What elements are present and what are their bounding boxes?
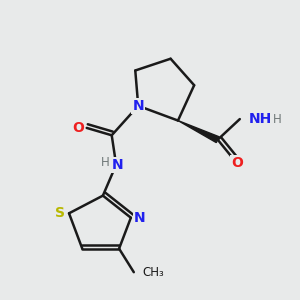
- Text: O: O: [73, 121, 84, 135]
- Text: H: H: [100, 156, 109, 169]
- Text: H: H: [273, 112, 281, 126]
- Text: CH₃: CH₃: [142, 266, 164, 279]
- Text: NH₂: NH₂: [249, 112, 278, 126]
- Text: N: N: [132, 99, 144, 113]
- Text: S: S: [55, 206, 65, 220]
- Text: N: N: [112, 158, 123, 172]
- Text: O: O: [231, 156, 243, 170]
- Text: N: N: [134, 211, 146, 225]
- Polygon shape: [178, 121, 219, 142]
